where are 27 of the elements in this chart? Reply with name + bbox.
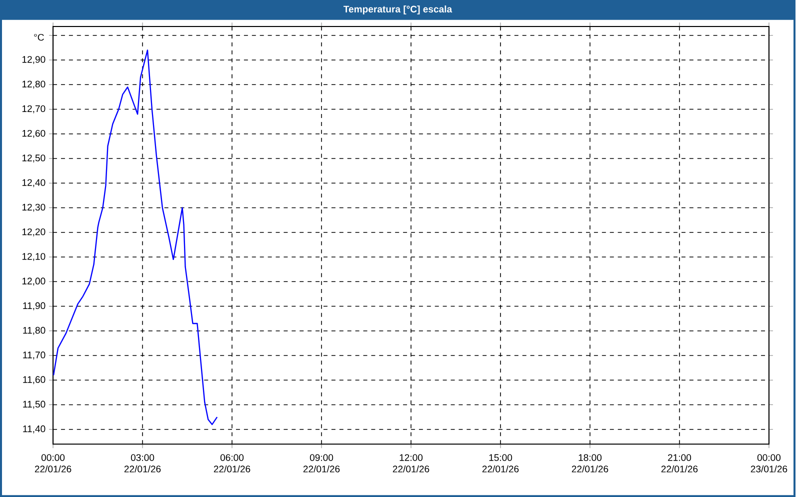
x-tick-label: 00:00 23/01/26 <box>750 454 788 472</box>
y-tick-label: 12,50 <box>22 154 46 162</box>
y-tick-label: 12,60 <box>22 130 46 138</box>
x-tick-label: 15:00 22/01/26 <box>482 454 519 472</box>
x-tick-label: 03:00 22/01/26 <box>124 454 161 472</box>
x-tick-label: 18:00 22/01/26 <box>572 454 608 472</box>
y-tick-label: 12,90 <box>22 56 46 64</box>
y-tick-label: 11,80 <box>23 326 46 335</box>
x-tick-label: 21:00 22/01/26 <box>661 454 698 472</box>
chart-title: Temperatura [°C] escala <box>344 5 452 14</box>
y-tick-label: 11,50 <box>23 400 46 409</box>
y-tick-label: 12,80 <box>22 80 46 88</box>
y-tick-label: 12,70 <box>22 105 46 114</box>
x-tick-label: 06:00 22/01/26 <box>214 454 250 472</box>
y-tick-label: 12,20 <box>22 228 46 236</box>
y-tick-label: 12,40 <box>22 179 46 187</box>
x-tick-label: 09:00 22/01/26 <box>303 454 340 472</box>
y-tick-label: 11,60 <box>23 376 46 384</box>
x-tick-label: 00:00 22/01/26 <box>34 454 72 472</box>
y-tick-label: 12,10 <box>22 252 46 261</box>
x-tick-label: 12:00 22/01/26 <box>392 454 430 472</box>
y-axis-title: °C <box>34 34 44 41</box>
y-tick-label: 11,70 <box>23 351 46 360</box>
y-tick-label: 11,90 <box>23 302 46 310</box>
y-tick-label: 11,40 <box>23 425 46 434</box>
y-tick-label: 12,30 <box>22 204 46 212</box>
y-tick-label: 12,00 <box>22 278 46 286</box>
